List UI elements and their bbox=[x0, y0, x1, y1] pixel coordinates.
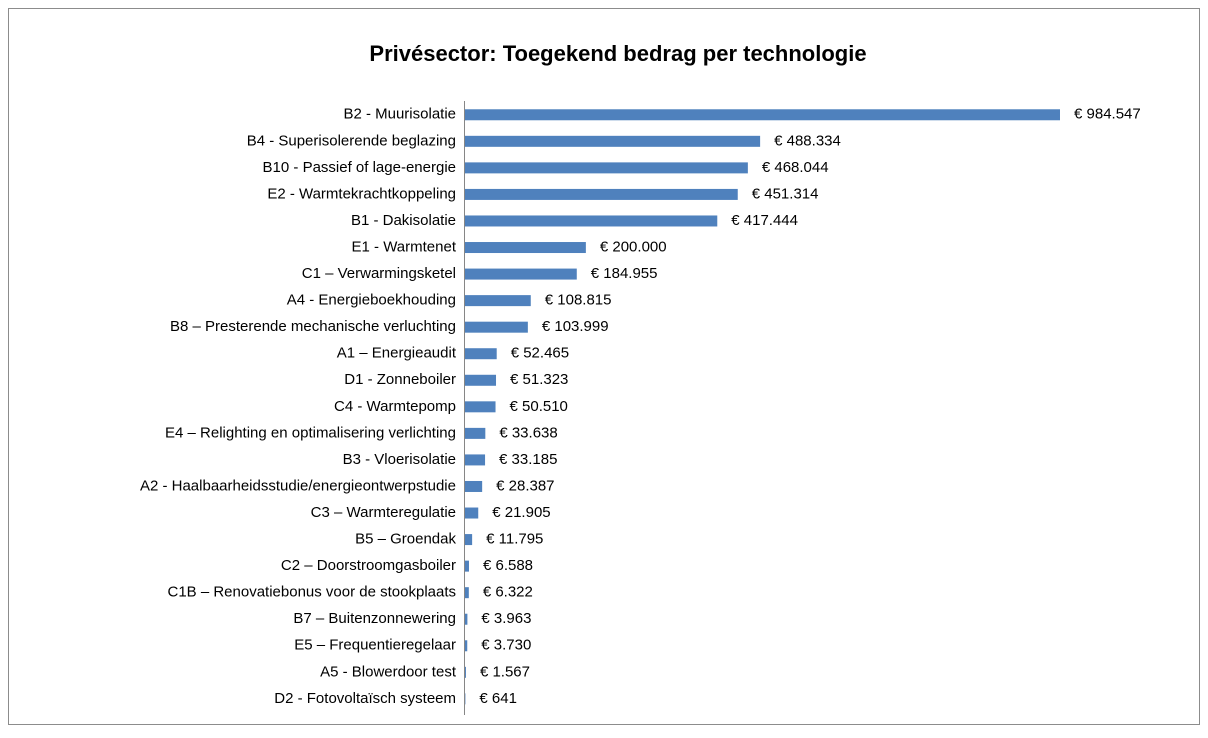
data-label: € 417.444 bbox=[731, 212, 798, 229]
data-label: € 200.000 bbox=[600, 238, 667, 255]
y-tick-label: C1 – Verwarmingsketel bbox=[302, 265, 456, 282]
bar bbox=[465, 189, 738, 200]
y-tick-label: A4 - Energieboekhouding bbox=[287, 292, 456, 309]
data-label: € 51.323 bbox=[510, 371, 568, 388]
bar bbox=[465, 454, 485, 465]
y-tick-label: A5 - Blowerdoor test bbox=[320, 663, 457, 680]
y-tick-label: A1 – Energieaudit bbox=[337, 345, 457, 362]
data-label: € 3.963 bbox=[481, 610, 531, 627]
data-label: € 103.999 bbox=[542, 318, 609, 335]
data-label: € 451.314 bbox=[752, 185, 819, 202]
data-label: € 33.185 bbox=[499, 451, 557, 468]
bar bbox=[465, 614, 467, 625]
chart-title: Privésector: Toegekend bedrag per techno… bbox=[369, 41, 866, 66]
data-label: € 6.322 bbox=[483, 584, 533, 601]
y-tick-label: C1B – Renovatiebonus voor de stookplaats bbox=[167, 584, 456, 601]
y-tick-label: A2 - Haalbaarheidsstudie/energieontwerps… bbox=[140, 477, 456, 494]
bar bbox=[465, 269, 577, 280]
data-label: € 52.465 bbox=[511, 345, 569, 362]
data-label: € 21.905 bbox=[492, 504, 550, 521]
y-tick-label: B3 - Vloerisolatie bbox=[343, 451, 456, 468]
y-tick-label: B7 – Buitenzonnewering bbox=[293, 610, 456, 627]
bar bbox=[465, 667, 466, 678]
y-tick-label: C3 – Warmteregulatie bbox=[311, 504, 456, 521]
y-tick-label: E4 – Relighting en optimalisering verlic… bbox=[165, 424, 456, 441]
data-label: € 11.795 bbox=[486, 531, 543, 548]
bar bbox=[465, 215, 717, 226]
data-label: € 28.387 bbox=[496, 477, 554, 494]
y-tick-label: B8 – Presterende mechanische verluchting bbox=[170, 318, 456, 335]
y-tick-label: B1 - Dakisolatie bbox=[351, 212, 456, 229]
data-label: € 984.547 bbox=[1074, 106, 1141, 123]
bar bbox=[465, 481, 482, 492]
bar bbox=[465, 534, 472, 545]
data-label: € 184.955 bbox=[591, 265, 658, 282]
bar bbox=[465, 587, 469, 598]
y-tick-label: B4 - Superisolerende beglazing bbox=[247, 132, 456, 149]
bar bbox=[465, 561, 469, 572]
data-label: € 6.588 bbox=[483, 557, 533, 574]
bar bbox=[465, 322, 528, 333]
y-tick-label: D2 - Fotovoltaïsch systeem bbox=[274, 690, 456, 707]
data-label: € 108.815 bbox=[545, 292, 612, 309]
bar bbox=[465, 109, 1060, 120]
bar bbox=[465, 242, 586, 253]
data-label: € 3.730 bbox=[481, 637, 531, 654]
y-tick-label: B2 - Muurisolatie bbox=[343, 106, 456, 123]
bar bbox=[465, 348, 497, 359]
data-label: € 641 bbox=[479, 690, 517, 707]
y-tick-label: E5 – Frequentieregelaar bbox=[294, 637, 456, 654]
bar bbox=[465, 508, 478, 519]
data-label: € 468.044 bbox=[762, 159, 829, 176]
bar bbox=[465, 375, 496, 386]
y-tick-label: E2 - Warmtekrachtkoppeling bbox=[267, 185, 456, 202]
data-label: € 33.638 bbox=[499, 424, 557, 441]
data-label: € 488.334 bbox=[774, 132, 841, 149]
bar bbox=[465, 162, 748, 173]
bar bbox=[465, 295, 531, 306]
data-label: € 1.567 bbox=[480, 663, 530, 680]
y-tick-label: B5 – Groendak bbox=[355, 531, 456, 548]
y-tick-label: C4 - Warmtepomp bbox=[334, 398, 456, 415]
y-tick-label: B10 - Passief of lage-energie bbox=[263, 159, 456, 176]
bar bbox=[465, 401, 496, 412]
y-tick-label: D1 - Zonneboiler bbox=[344, 371, 456, 388]
data-label: € 50.510 bbox=[510, 398, 568, 415]
y-tick-label: E1 - Warmtenet bbox=[352, 238, 457, 255]
y-tick-label: C2 – Doorstroomgasboiler bbox=[281, 557, 456, 574]
bar bbox=[465, 136, 760, 147]
bar bbox=[465, 640, 467, 651]
bar bbox=[465, 428, 485, 439]
